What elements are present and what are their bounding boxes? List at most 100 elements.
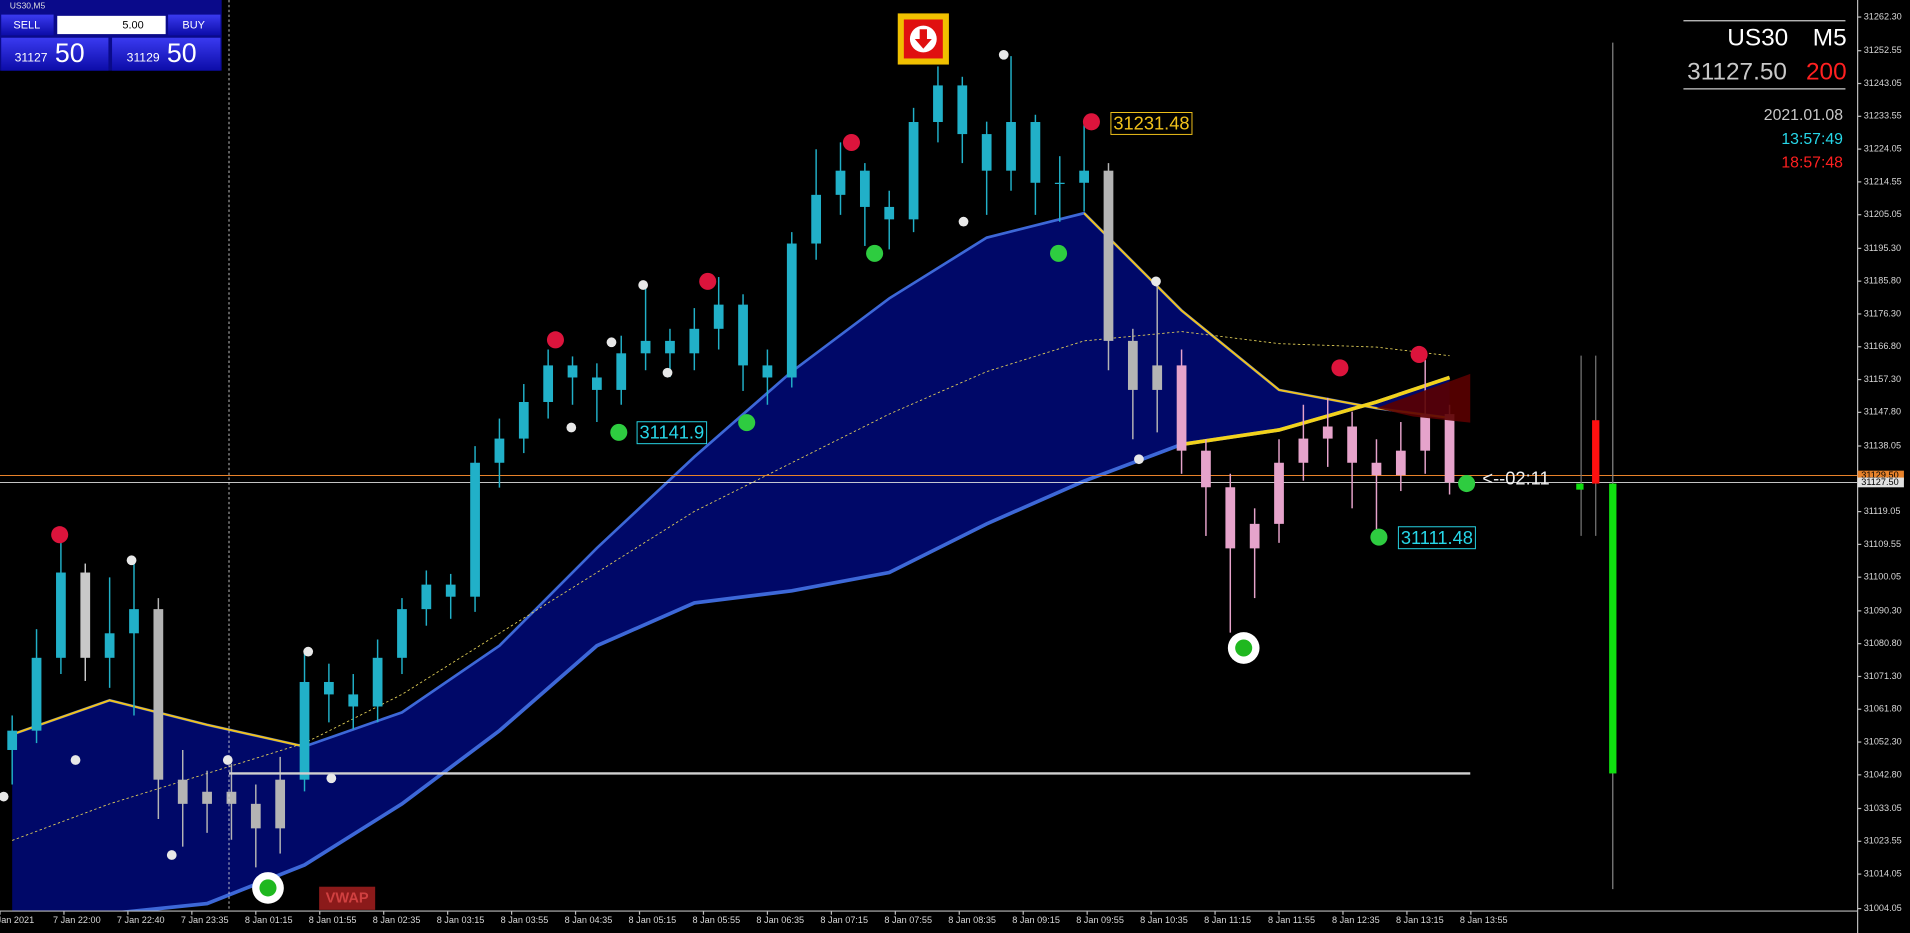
candle-body xyxy=(226,791,237,804)
trade-panel: US30,M5 SELL 5.00 BUY 31127 50 31129 50 xyxy=(0,0,222,71)
candle-body xyxy=(1054,182,1065,184)
candle-body xyxy=(1347,426,1357,463)
x-tick-label: 7 Jan 23:35 xyxy=(181,915,229,925)
marker xyxy=(326,773,337,784)
marker xyxy=(70,755,81,765)
marker xyxy=(566,422,577,433)
price-tag-label: 31129.50 xyxy=(1861,470,1898,480)
x-tick-label: 8 Jan 03:15 xyxy=(437,915,485,925)
x-tick-label: 8 Jan 09:55 xyxy=(1076,915,1124,925)
bid-pips[interactable]: 50 xyxy=(55,38,85,68)
x-tick-label: 8 Jan 01:15 xyxy=(245,915,293,925)
candle-body xyxy=(713,304,724,329)
sell-label[interactable]: SELL xyxy=(13,19,40,31)
indicator-line xyxy=(12,331,1450,841)
candle-body xyxy=(129,609,139,634)
bid-box[interactable] xyxy=(1,37,109,71)
candle-body xyxy=(250,803,261,829)
marker xyxy=(303,646,314,657)
marker xyxy=(998,49,1009,60)
x-tick-label: 8 Jan 10:35 xyxy=(1140,915,1188,925)
candle-body xyxy=(616,353,627,390)
price-tag xyxy=(1857,477,1904,488)
dot xyxy=(51,526,69,544)
x-tick-label: 7 Jan 2021 xyxy=(0,915,34,925)
price-tag xyxy=(1857,470,1904,481)
candle-body xyxy=(202,791,212,804)
candle-body xyxy=(1322,426,1333,439)
candle-body xyxy=(445,584,456,597)
candle-body xyxy=(56,572,66,658)
dot xyxy=(1370,528,1388,546)
ask-main[interactable]: 31129 xyxy=(127,51,160,65)
band-area xyxy=(12,213,1450,912)
lot-input[interactable] xyxy=(57,15,166,35)
candle-body xyxy=(1030,122,1041,183)
candle-body xyxy=(738,304,748,366)
y-tick-label: 31033.05 xyxy=(1864,803,1902,813)
dot xyxy=(546,331,564,349)
y-tick-label: 31147.80 xyxy=(1864,407,1901,417)
buy-button[interactable] xyxy=(168,14,221,36)
annotation-box xyxy=(1110,112,1193,135)
bid-main[interactable]: 31127 xyxy=(15,51,48,65)
ask-box[interactable] xyxy=(112,37,221,71)
y-tick-label: 31195.30 xyxy=(1864,243,1901,253)
candle-body xyxy=(1152,365,1163,390)
y-tick-label: 31138.05 xyxy=(1864,440,1901,450)
candle-body xyxy=(80,572,91,658)
y-tick-label: 31262.30 xyxy=(1864,11,1902,21)
alert-markers xyxy=(0,49,1161,860)
y-tick-label: 31233.55 xyxy=(1864,111,1902,121)
y-tick-label: 31176.30 xyxy=(1864,308,1901,318)
x-tick-label: 8 Jan 02:35 xyxy=(373,915,421,925)
marker xyxy=(0,791,9,802)
dot xyxy=(1331,359,1349,377)
y-tick-label: 31061.80 xyxy=(1864,704,1902,714)
marker xyxy=(606,337,617,348)
y-tick-label: 31224.05 xyxy=(1864,144,1902,154)
vwap-label: VWAP xyxy=(326,891,369,907)
candle-body xyxy=(908,122,919,220)
candle-body xyxy=(324,681,334,695)
y-tick-label: 31042.80 xyxy=(1864,769,1902,779)
y-tick-label: 31109.55 xyxy=(1864,539,1901,549)
lot-value[interactable]: 5.00 xyxy=(122,19,143,31)
candle-body xyxy=(299,681,310,780)
candle-body xyxy=(1127,340,1138,390)
marker xyxy=(222,755,233,765)
signal-dots-red xyxy=(51,113,1428,544)
x-tick-label: 8 Jan 09:15 xyxy=(1012,915,1060,925)
marker xyxy=(662,367,673,378)
candle-body xyxy=(1249,523,1260,549)
candle-body xyxy=(640,340,651,354)
y-tick-label: 31157.30 xyxy=(1864,374,1901,384)
candle-body xyxy=(981,134,992,171)
marker xyxy=(166,850,177,860)
buy-label[interactable]: BUY xyxy=(182,19,205,31)
candle-body xyxy=(104,633,115,658)
ask-pips[interactable]: 50 xyxy=(167,38,197,68)
info-symbol: US30 xyxy=(1727,24,1788,51)
candle-body xyxy=(1444,414,1455,483)
x-tick-label: 8 Jan 08:35 xyxy=(948,915,996,925)
candle-body xyxy=(762,365,773,378)
y-tick-label: 31100.05 xyxy=(1864,572,1901,582)
dot xyxy=(1050,244,1068,262)
sell-button[interactable] xyxy=(1,14,54,36)
price-annotation: 31111.48 xyxy=(1401,527,1473,548)
x-tick-label: 8 Jan 03:55 xyxy=(501,915,549,925)
y-tick-label: 31205.05 xyxy=(1864,209,1902,219)
x-tick-label: 8 Jan 06:35 xyxy=(756,915,804,925)
candle-body xyxy=(494,438,505,463)
info-timeframe: M5 xyxy=(1813,24,1847,51)
annotation-box xyxy=(636,421,708,445)
dot xyxy=(866,244,884,262)
candle-body xyxy=(1201,450,1211,488)
candle-body xyxy=(470,462,480,597)
y-tick-label: 31004.05 xyxy=(1864,903,1902,913)
